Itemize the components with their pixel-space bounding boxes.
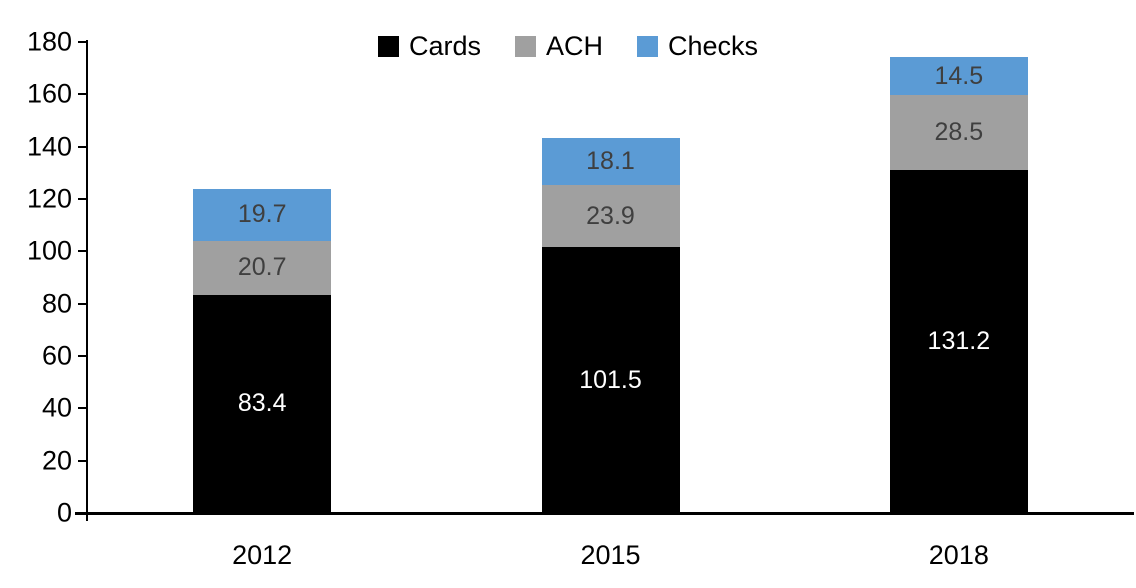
legend-item-cards: Cards (377, 30, 481, 61)
bar-segment-checks-2018: 14.5 (889, 57, 1028, 96)
chart-legend: Cards ACH Checks (0, 30, 1136, 62)
legend-item-checks: Checks (637, 30, 759, 61)
y-axis-tick (78, 93, 86, 96)
bar-value-label: 23.9 (586, 201, 635, 230)
x-axis-category-label: 2018 (928, 540, 989, 570)
bar-segment-checks-2015: 18.1 (541, 137, 680, 185)
x-axis-category-label: 2012 (232, 540, 293, 570)
bar-value-label: 83.4 (237, 389, 287, 418)
y-axis-tick (78, 145, 86, 148)
y-axis-tick (78, 459, 86, 462)
y-axis-tick (78, 198, 86, 200)
y-axis-tick-label: 0 (56, 497, 72, 528)
x-axis-line (75, 512, 1134, 515)
bar-segment-ach-2015: 23.9 (541, 184, 680, 248)
bar-segment-cards-2018: 131.2 (889, 169, 1028, 513)
legend-item-ach: ACH (514, 30, 603, 61)
y-axis-tick (78, 302, 86, 305)
bar-value-label: 19.7 (237, 200, 287, 229)
bar-value-label: 18.1 (586, 146, 635, 175)
legend-swatch-cards-icon (377, 35, 399, 57)
bar-segment-ach-2018: 28.5 (889, 95, 1028, 170)
bar-segment-ach-2012: 20.7 (193, 240, 332, 295)
y-axis-line (86, 40, 88, 514)
bar-value-label: 131.2 (927, 326, 991, 355)
y-axis-tick-label: 120 (26, 183, 72, 214)
y-axis-tick (78, 512, 86, 514)
legend-label-cards: Cards (408, 30, 481, 61)
x-axis-origin-tick (86, 515, 88, 521)
y-axis-tick-label: 100 (26, 235, 72, 266)
y-axis-tick-label: 60 (41, 340, 72, 371)
x-axis-category-label: 2015 (580, 540, 641, 570)
bar-value-label: 101.5 (579, 365, 642, 394)
legend-label-ach: ACH (545, 30, 603, 61)
bar-segment-checks-2012: 19.7 (193, 189, 332, 241)
y-axis-tick-label: 140 (26, 131, 72, 162)
y-axis-tick-label: 180 (26, 26, 72, 57)
bar-value-label: 28.5 (934, 117, 984, 146)
y-axis-tick-label: 40 (41, 392, 72, 423)
y-axis-tick (78, 355, 86, 357)
bar-value-label: 20.7 (237, 253, 287, 282)
bar-value-label: 14.5 (934, 61, 984, 90)
legend-label-checks: Checks (668, 30, 759, 61)
legend-swatch-checks-icon (637, 35, 658, 57)
y-axis-tick-label: 160 (26, 78, 72, 109)
y-axis-tick (78, 407, 86, 410)
y-axis-tick (78, 41, 86, 43)
bar-segment-cards-2015: 101.5 (541, 247, 680, 513)
legend-swatch-ach-icon (514, 35, 536, 57)
y-axis-tick-label: 20 (41, 445, 72, 476)
y-axis-tick-label: 80 (41, 288, 72, 319)
bar-segment-cards-2012: 83.4 (193, 294, 332, 513)
y-axis-tick (78, 250, 86, 253)
